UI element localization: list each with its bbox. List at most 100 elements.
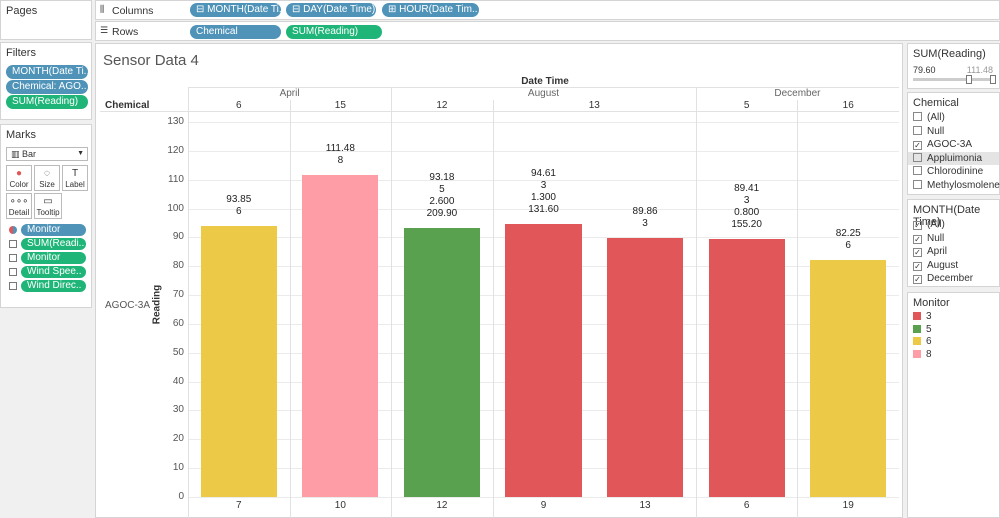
month-item[interactable]: ✓ August (913, 259, 958, 272)
sum-reading-filter-title: SUM(Reading) (913, 48, 986, 60)
sum-reading-max: 111.48 (966, 65, 993, 75)
chemical-item[interactable]: ✓ AGOC-3A (913, 138, 972, 151)
chemical-checkbox[interactable] (913, 152, 922, 162)
detail-icon: ∘∘∘ (9, 196, 29, 207)
rows-label: Rows (112, 26, 139, 38)
month-item[interactable]: ✓ April (913, 245, 947, 258)
pages-title: Pages (6, 5, 38, 17)
month-checkbox[interactable]: ✓ (913, 248, 922, 257)
filter-pill-month[interactable]: MONTH(Date Ti.. (6, 65, 88, 79)
size-button[interactable]: ◌ Size (34, 165, 60, 191)
mark-type-value: Bar (22, 149, 37, 159)
chemical-item[interactable]: Chlorodinine (913, 165, 983, 178)
label-field-icon-4 (9, 282, 17, 290)
label-field-icon-1 (9, 240, 17, 248)
month-item-label: December (927, 273, 974, 284)
chemical-filter-title: Chemical (913, 97, 959, 109)
color-button[interactable]: ● Color (6, 165, 32, 191)
month-checkbox[interactable]: ✓ (913, 234, 922, 244)
marks-field-monitor-label[interactable]: Monitor (21, 252, 86, 264)
columns-icon: ⫼ (100, 4, 105, 14)
label-field-icon-3 (9, 268, 17, 276)
chemical-item-label: Appluimonia (927, 152, 983, 164)
legend-label: 3 (926, 311, 932, 322)
month-item-label: April (927, 246, 948, 257)
chemical-item[interactable]: Appluimonia (908, 151, 999, 165)
month-item[interactable]: ✓ December (913, 272, 973, 285)
marks-field-wind-speed[interactable]: Wind Spee.. (21, 266, 86, 278)
chemical-checkbox[interactable] (913, 112, 922, 121)
tooltip-button[interactable]: ▭ Tooltip (34, 193, 62, 219)
color-button-label: Color (9, 180, 29, 189)
color-field-icon (9, 226, 17, 234)
chemical-filter-card: Chemical (All) Null ✓ AGOC-3A Appluimonia Chl… (907, 92, 1000, 195)
legend-swatch (913, 349, 921, 358)
sheet-title: Sensor Data 4 (103, 52, 199, 69)
marks-title: Marks (6, 129, 36, 141)
chemical-checkbox[interactable] (913, 125, 922, 135)
column-pill-hour[interactable]: ⊞ HOUR(Date Tim.. (382, 3, 479, 17)
month-checkbox[interactable]: ✓ (913, 275, 922, 284)
month-item-label: (All) (927, 219, 945, 230)
worksheet-view: Sensor Data 4 (95, 43, 903, 518)
legend-item[interactable]: 3 (913, 311, 932, 323)
row-pill-chemical[interactable]: Chemical (190, 25, 281, 39)
chemical-item-label: Chlorodinine (927, 166, 984, 177)
rows-shelf: ☰ Rows Chemical SUM(Reading) (95, 21, 1000, 41)
columns-shelf: ⫼ Columns ⊟ MONTH(Date Ti.. ⊟ DAY(Date T… (95, 0, 1000, 20)
legend-label: 6 (926, 336, 932, 347)
label-icon: T (71, 168, 79, 179)
column-pill-month[interactable]: ⊟ MONTH(Date Ti.. (190, 3, 281, 17)
chemical-item[interactable]: Null (913, 125, 944, 138)
label-button[interactable]: T Label (62, 165, 88, 191)
tooltip-icon: ▭ (43, 196, 53, 207)
chemical-item-label: Methylosmolene (927, 179, 1000, 191)
filters-title: Filters (6, 47, 36, 59)
mark-type-dropdown[interactable]: ▥ Bar ▼ (6, 147, 88, 161)
chemical-item-label: AGOC-3A (927, 139, 973, 150)
monitor-legend-title: Monitor (913, 297, 950, 309)
row-pill-sum-reading[interactable]: SUM(Reading) (286, 25, 382, 39)
filter-pill-sum-reading[interactable]: SUM(Reading) (6, 95, 88, 109)
filter-pill-chemical[interactable]: Chemical: AGO.. (6, 80, 88, 94)
month-item-label: August (927, 259, 959, 271)
sum-reading-slider-handle-max[interactable] (990, 75, 996, 84)
legend-item[interactable]: 5 (913, 324, 932, 336)
sum-reading-slider-track[interactable] (913, 78, 993, 81)
chemical-item[interactable]: (All) (913, 111, 945, 124)
size-button-label: Size (39, 180, 55, 189)
marks-card: Marks ▥ Bar ▼ ● Color ◌ Size T Label ∘∘∘… (0, 124, 92, 308)
marks-field-monitor-color[interactable]: Monitor (21, 224, 86, 236)
chemical-item-label: (All) (927, 112, 945, 123)
chemical-checkbox[interactable] (913, 179, 922, 189)
marks-field-wind-direction[interactable]: Wind Direc.. (21, 280, 86, 292)
label-button-label: Label (65, 180, 85, 189)
legend-label: 8 (926, 348, 932, 360)
rows-icon: ☰ (100, 25, 109, 35)
month-item-label: Null (927, 232, 945, 244)
columns-label: Columns (112, 5, 154, 17)
column-pill-day[interactable]: ⊟ DAY(Date Time) (286, 3, 376, 17)
sum-reading-min: 79.60 (913, 65, 936, 75)
chemical-checkbox[interactable]: ✓ (913, 141, 922, 150)
detail-button[interactable]: ∘∘∘ Detail (6, 193, 32, 219)
chemical-item[interactable]: Methylosmolene (913, 179, 1000, 192)
legend-label: 5 (926, 323, 932, 335)
month-checkbox[interactable]: ✓ (913, 261, 922, 271)
legend-swatch (913, 324, 921, 333)
legend-swatch (913, 312, 921, 320)
month-filter-title: MONTH(Date Time) (913, 204, 981, 228)
chemical-item-label: Null (927, 125, 945, 137)
legend-item[interactable]: 6 (913, 336, 932, 348)
legend-item[interactable]: 8 (913, 349, 932, 361)
month-checkbox[interactable]: ✓ (913, 221, 922, 230)
sum-reading-slider-handle[interactable] (966, 75, 972, 84)
chemical-checkbox[interactable] (913, 166, 922, 175)
marks-field-sum-reading[interactable]: SUM(Readi.. (21, 238, 86, 250)
chevron-down-icon: ▼ (77, 150, 84, 157)
month-item[interactable]: ✓ Null (913, 232, 944, 245)
label-field-icon-2 (9, 254, 17, 262)
filters-card: Filters MONTH(Date Ti.. Chemical: AGO.. … (0, 42, 92, 120)
month-item[interactable]: ✓ (All) (913, 218, 945, 231)
